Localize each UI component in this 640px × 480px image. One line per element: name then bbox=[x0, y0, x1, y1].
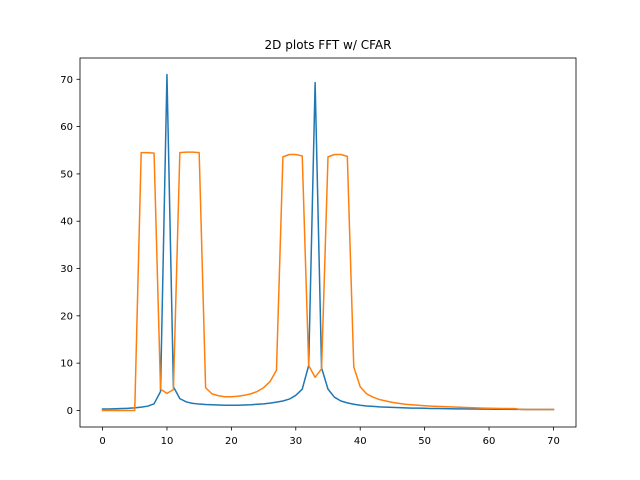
y-tick-label: 30 bbox=[60, 264, 73, 275]
axes: 0 10 20 30 40 50 60 70 0 10 20 30 40 50 60 70 bbox=[60, 57, 577, 447]
axes-frame bbox=[79, 57, 577, 428]
x-tick-label: 60 bbox=[483, 436, 496, 447]
y-tick-label: 50 bbox=[60, 169, 73, 180]
x-tick-label: 10 bbox=[161, 436, 174, 447]
y-tick-label: 20 bbox=[60, 311, 73, 322]
y-tick-label: 10 bbox=[60, 359, 73, 370]
chart-title: 2D plots FFT w/ CFAR bbox=[265, 38, 392, 52]
y-tick-label: 40 bbox=[60, 217, 73, 228]
series-line-2 bbox=[101, 151, 555, 412]
x-tick-label: 50 bbox=[418, 436, 431, 447]
y-tick-label: 60 bbox=[60, 122, 73, 133]
plot-area bbox=[101, 73, 555, 412]
x-tick-label: 0 bbox=[99, 436, 105, 447]
y-tick-label: 0 bbox=[67, 406, 73, 417]
x-tick-label: 70 bbox=[547, 436, 560, 447]
x-tick-label: 20 bbox=[225, 436, 238, 447]
x-tick-label: 30 bbox=[289, 436, 302, 447]
series-line-1 bbox=[101, 73, 555, 411]
x-tick-label: 40 bbox=[354, 436, 367, 447]
y-tick-label: 70 bbox=[60, 75, 73, 86]
